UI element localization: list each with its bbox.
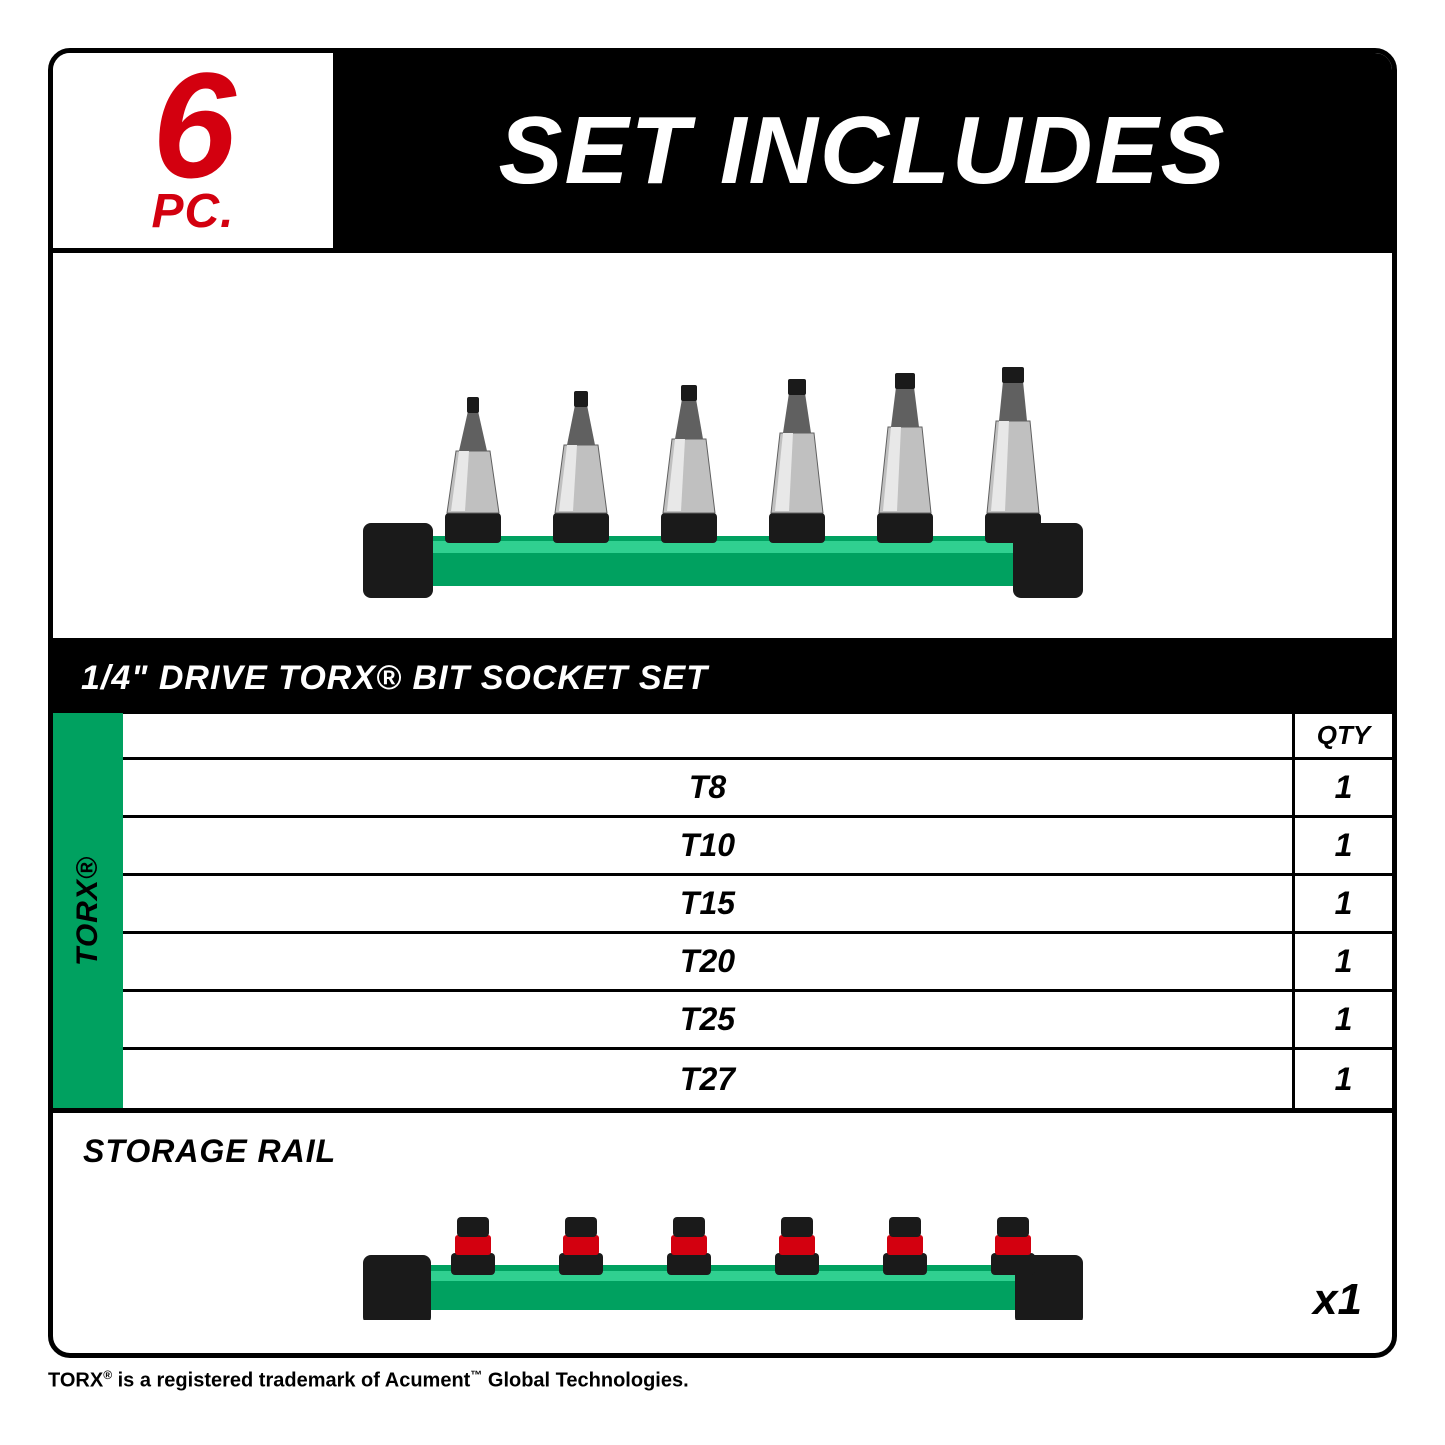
footnote-p0: TORX [48,1370,103,1392]
table-row: T251 [123,992,1392,1050]
table-header: 1/4" DRIVE TORX® BIT SOCKET SET [53,643,1392,714]
footnote-p3: ™ [470,1368,482,1382]
storage-rail-illustration [83,1180,1362,1320]
storage-rail-svg [323,1180,1123,1320]
size-cell: T10 [123,818,1292,873]
size-cell: T27 [123,1050,1292,1108]
size-cell: T25 [123,992,1292,1047]
bit-set-svg [298,281,1148,611]
footnote-p4: Global Technologies. [482,1370,688,1392]
product-illustration [53,253,1392,643]
footnote-p1: ® [103,1368,112,1382]
trademark-footnote: TORX® is a registered trademark of Acume… [48,1368,689,1393]
qty-cell: 1 [1292,760,1392,815]
table-row: T151 [123,876,1392,934]
table-row: T81 [123,760,1392,818]
qty-cell: 1 [1292,1050,1392,1108]
card-frame: 6 PC. SET INCLUDES TORX® 1/4" DRIVE TORX… [48,48,1397,1358]
title-text: SET INCLUDES [498,96,1226,206]
table-row: T101 [123,818,1392,876]
piece-count-box: 6 PC. [53,53,333,248]
qty-header-label: QTY [1292,714,1392,757]
size-cell: T15 [123,876,1292,931]
qty-header-row: QTY [123,714,1392,760]
storage-rail-title: STORAGE RAIL [83,1133,1362,1170]
storage-rail-qty: x1 [1313,1275,1362,1325]
piece-count-number: 6 [152,62,233,190]
size-cell: T8 [123,760,1292,815]
footnote-p2: is a registered trademark of Acument [112,1370,470,1392]
header-row: 6 PC. SET INCLUDES [53,53,1392,253]
table-section: TORX® 1/4" DRIVE TORX® BIT SOCKET SET QT… [53,643,1392,1113]
qty-cell: 1 [1292,818,1392,873]
size-cell: T20 [123,934,1292,989]
title-box: SET INCLUDES [333,53,1392,248]
category-side-label: TORX® [71,856,105,966]
category-side-tab: TORX® [53,713,123,1108]
table-rows-container: T81T101T151T201T251T271 [123,760,1392,1108]
table-row: T201 [123,934,1392,992]
piece-count-label: PC. [151,184,234,239]
table-row: T271 [123,1050,1392,1108]
storage-rail-section: STORAGE RAIL x1 [53,1113,1392,1345]
qty-cell: 1 [1292,876,1392,931]
qty-cell: 1 [1292,992,1392,1047]
qty-cell: 1 [1292,934,1392,989]
qty-header-spacer [123,714,1292,757]
